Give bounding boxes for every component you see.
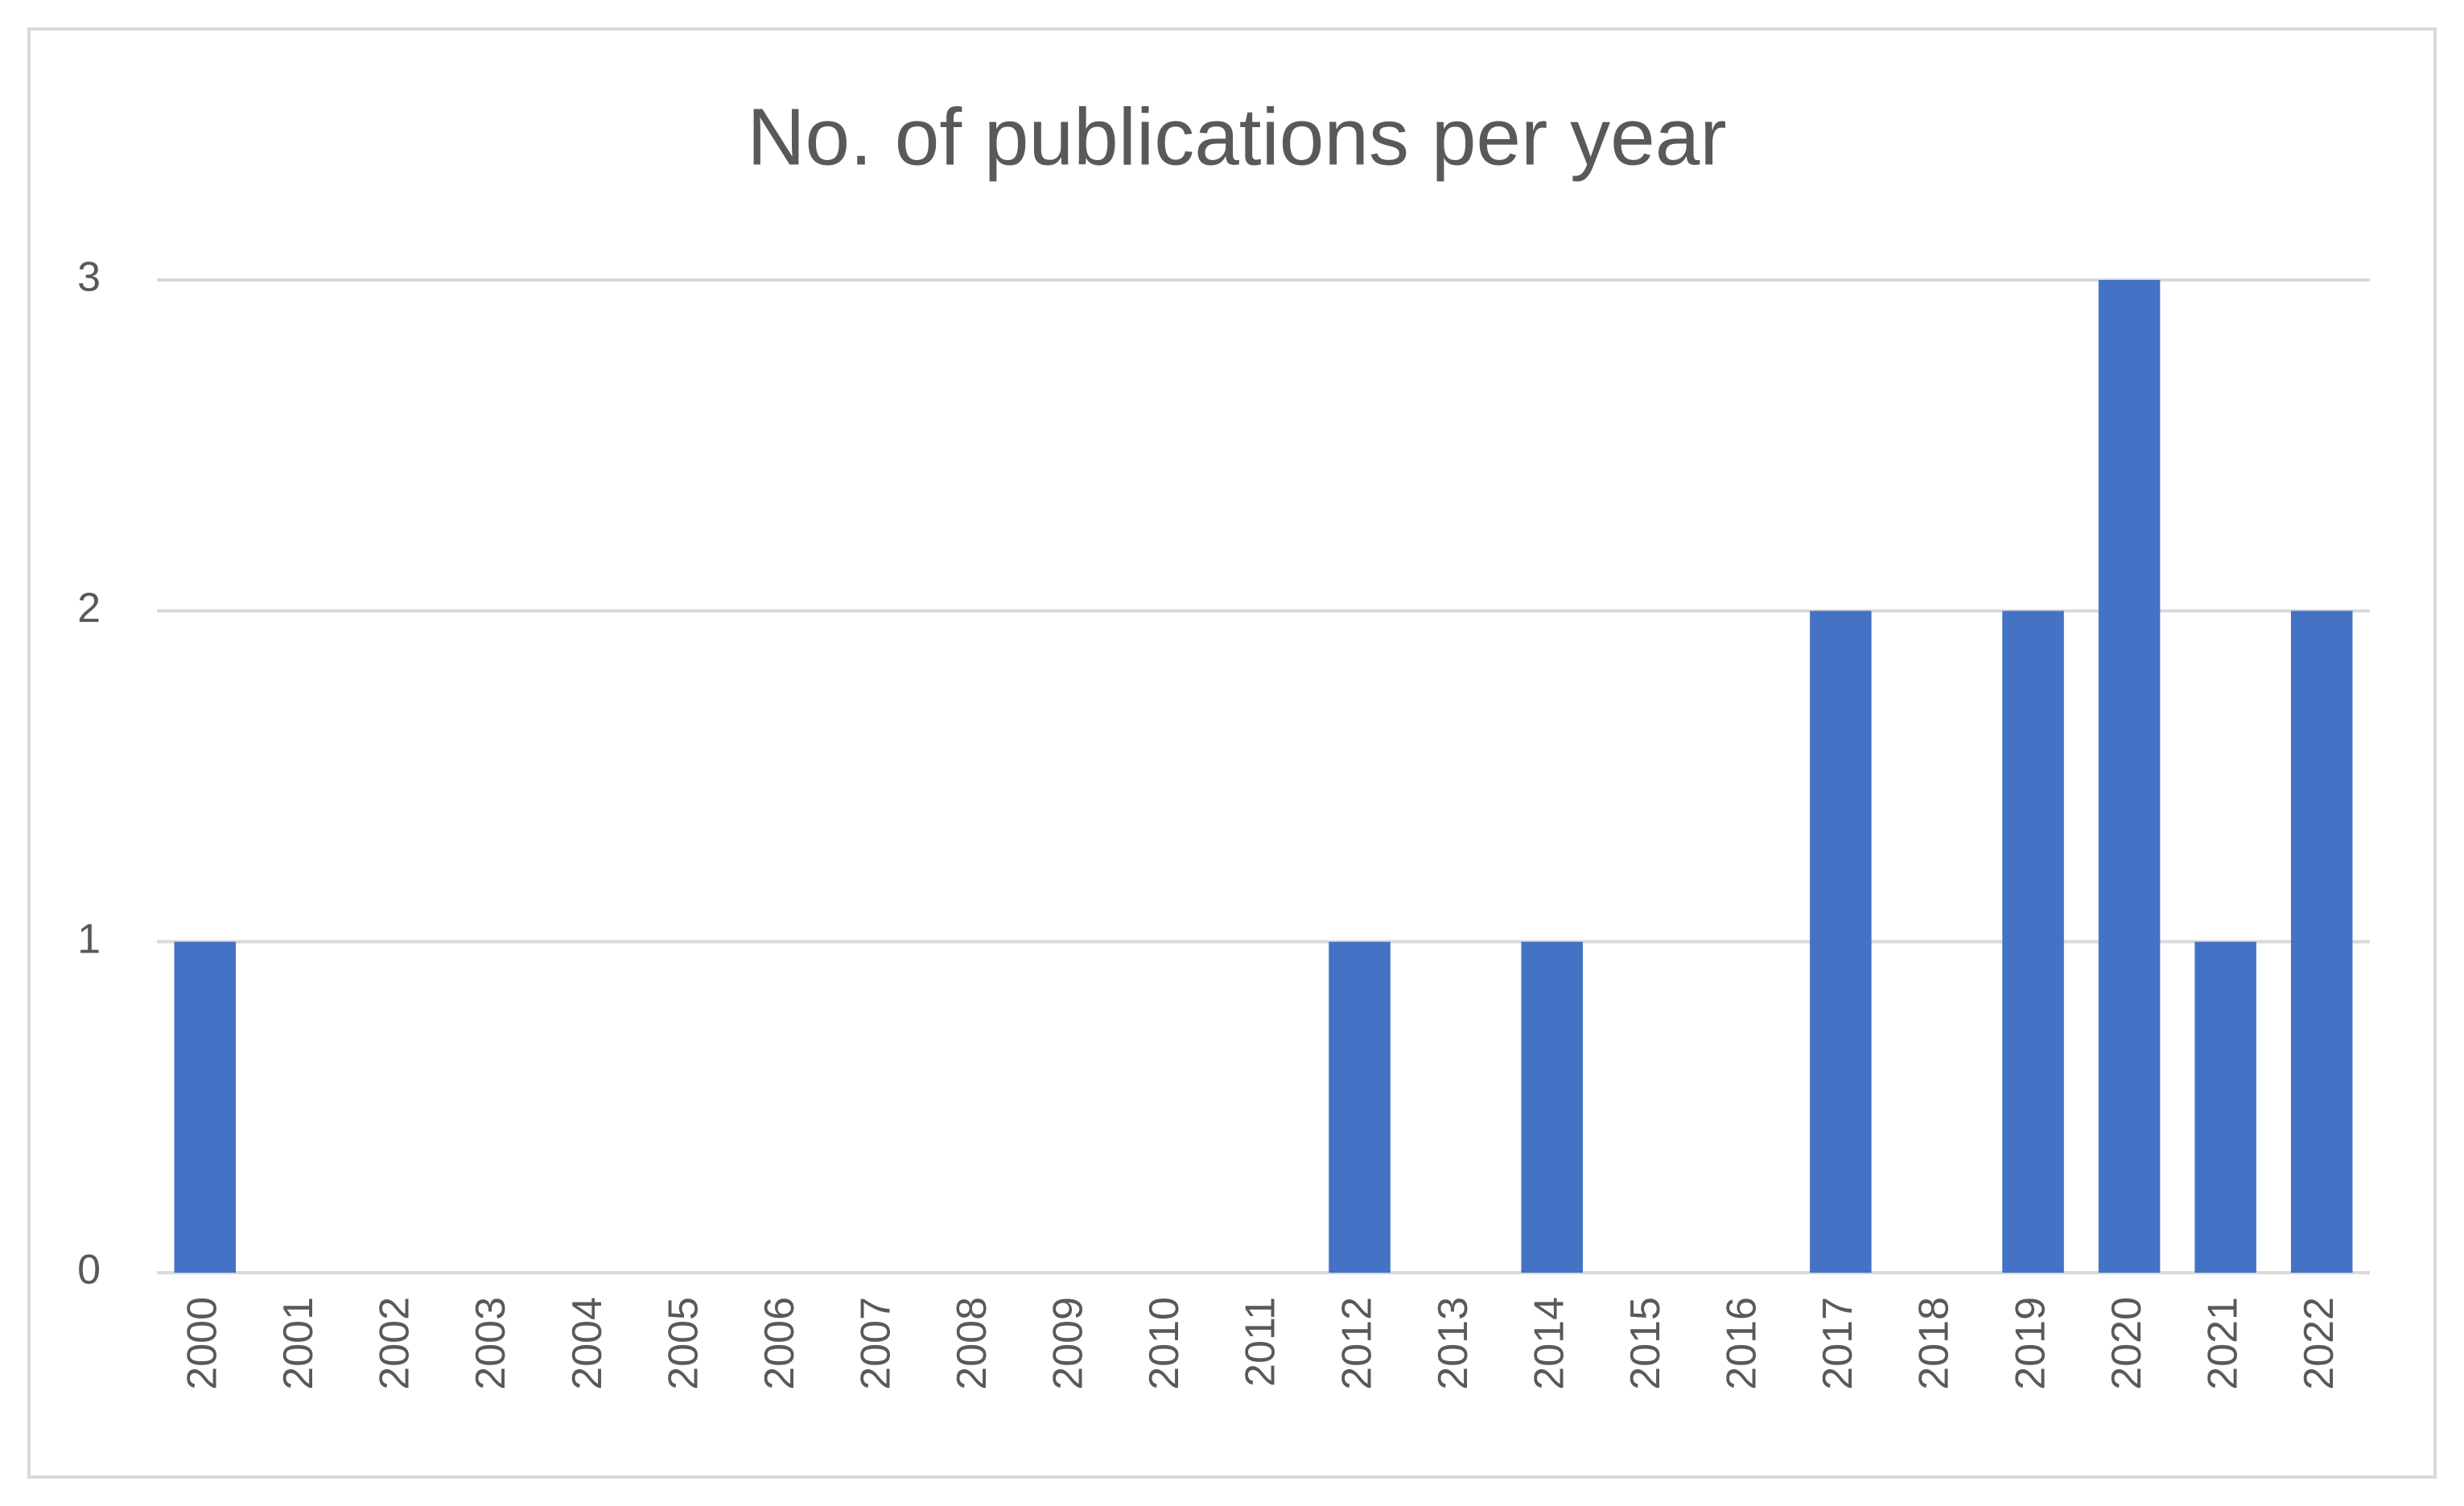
bar (1521, 941, 1583, 1273)
chart-title: No. of publications per year (747, 92, 1726, 182)
bar (2194, 941, 2256, 1273)
chart-border (27, 27, 2437, 1479)
x-tick-label: 2021 (2199, 1297, 2246, 1390)
x-tick-label: 2003 (468, 1297, 514, 1390)
x-tick-label: 2012 (1333, 1297, 1380, 1390)
x-tick-label: 2018 (1911, 1297, 1958, 1390)
y-tick-label: 3 (77, 254, 101, 301)
x-tick-label: 2020 (2103, 1297, 2150, 1390)
x-tick-label: 2013 (1430, 1297, 1477, 1390)
x-tick-label: 2002 (372, 1297, 418, 1390)
bar (174, 941, 237, 1273)
y-tick-label: 1 (77, 916, 101, 962)
x-tick-label: 2010 (1141, 1297, 1188, 1390)
x-tick-label: 2008 (949, 1297, 995, 1390)
bar (1810, 611, 1872, 1273)
bar (1329, 941, 1391, 1273)
bar (2002, 611, 2064, 1273)
x-tick-label: 2016 (1719, 1297, 1766, 1390)
x-tick-label: 2017 (1815, 1297, 1861, 1390)
x-tick-label: 2007 (852, 1297, 899, 1390)
bar (2098, 280, 2161, 1273)
x-tick-label: 2005 (660, 1297, 707, 1390)
x-tick-label: 2015 (1622, 1297, 1669, 1390)
x-tick-label: 2004 (564, 1297, 611, 1390)
bar (2290, 611, 2353, 1273)
x-tick-label: 2014 (1526, 1297, 1572, 1390)
y-tick-label: 2 (77, 585, 101, 632)
x-tick-label: 2000 (179, 1297, 226, 1390)
x-tick-label: 2019 (2007, 1297, 2054, 1390)
x-tick-label: 2009 (1045, 1297, 1092, 1390)
x-tick-label: 2011 (1238, 1297, 1284, 1387)
x-tick-label: 2001 (275, 1297, 322, 1390)
x-tick-label: 2022 (2296, 1297, 2342, 1390)
x-tick-label: 2006 (756, 1297, 803, 1390)
y-tick-label: 0 (77, 1247, 101, 1294)
